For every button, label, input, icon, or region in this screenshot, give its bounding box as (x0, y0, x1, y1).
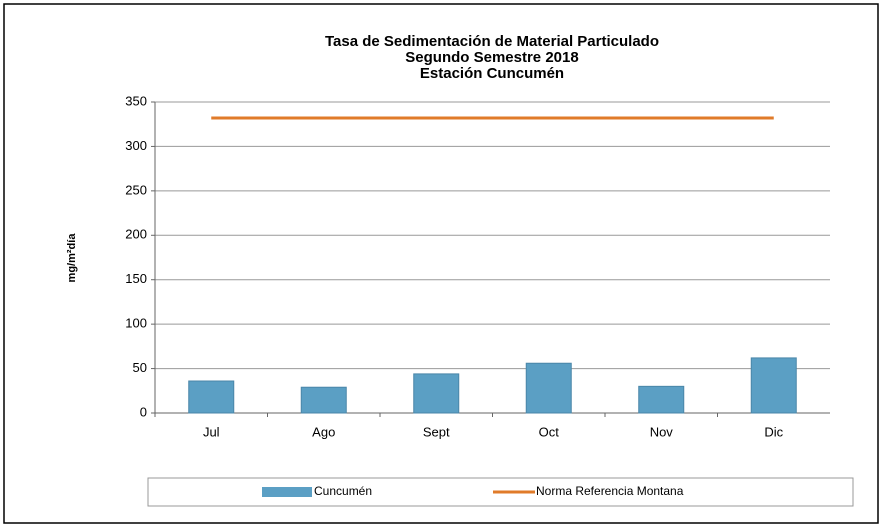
legend-swatch (262, 487, 312, 497)
y-tick-label: 50 (133, 360, 147, 375)
bar (188, 380, 235, 414)
chart-title: Tasa de Sedimentación de Material Partic… (325, 33, 659, 50)
bar (413, 373, 460, 414)
x-tick-label: Oct (539, 424, 560, 439)
x-tick-label: Ago (312, 424, 335, 439)
y-tick-label: 200 (125, 227, 147, 242)
y-axis-label: mg/m²día (66, 233, 78, 283)
y-tick-label: 350 (125, 93, 147, 108)
x-tick-label: Dic (764, 424, 783, 439)
y-tick-label: 0 (140, 404, 147, 419)
y-tick-label: 150 (125, 271, 147, 286)
bar (525, 362, 572, 414)
frame (3, 3, 879, 524)
chart-subtitle: Estación Cuncumén (420, 65, 564, 82)
x-tick-label: Sept (423, 424, 450, 439)
x-tick-label: Nov (650, 424, 674, 439)
y-tick-label: 300 (125, 138, 147, 153)
chart-subtitle: Segundo Semestre 2018 (405, 49, 578, 66)
bar (750, 357, 797, 414)
legend-label: Norma Referencia Montana (536, 484, 684, 498)
bar (300, 386, 347, 414)
y-tick-label: 250 (125, 182, 147, 197)
y-tick-label: 100 (125, 316, 147, 331)
x-tick-label: Jul (203, 424, 220, 439)
bar (638, 385, 685, 414)
legend-label: Cuncumén (314, 484, 372, 498)
